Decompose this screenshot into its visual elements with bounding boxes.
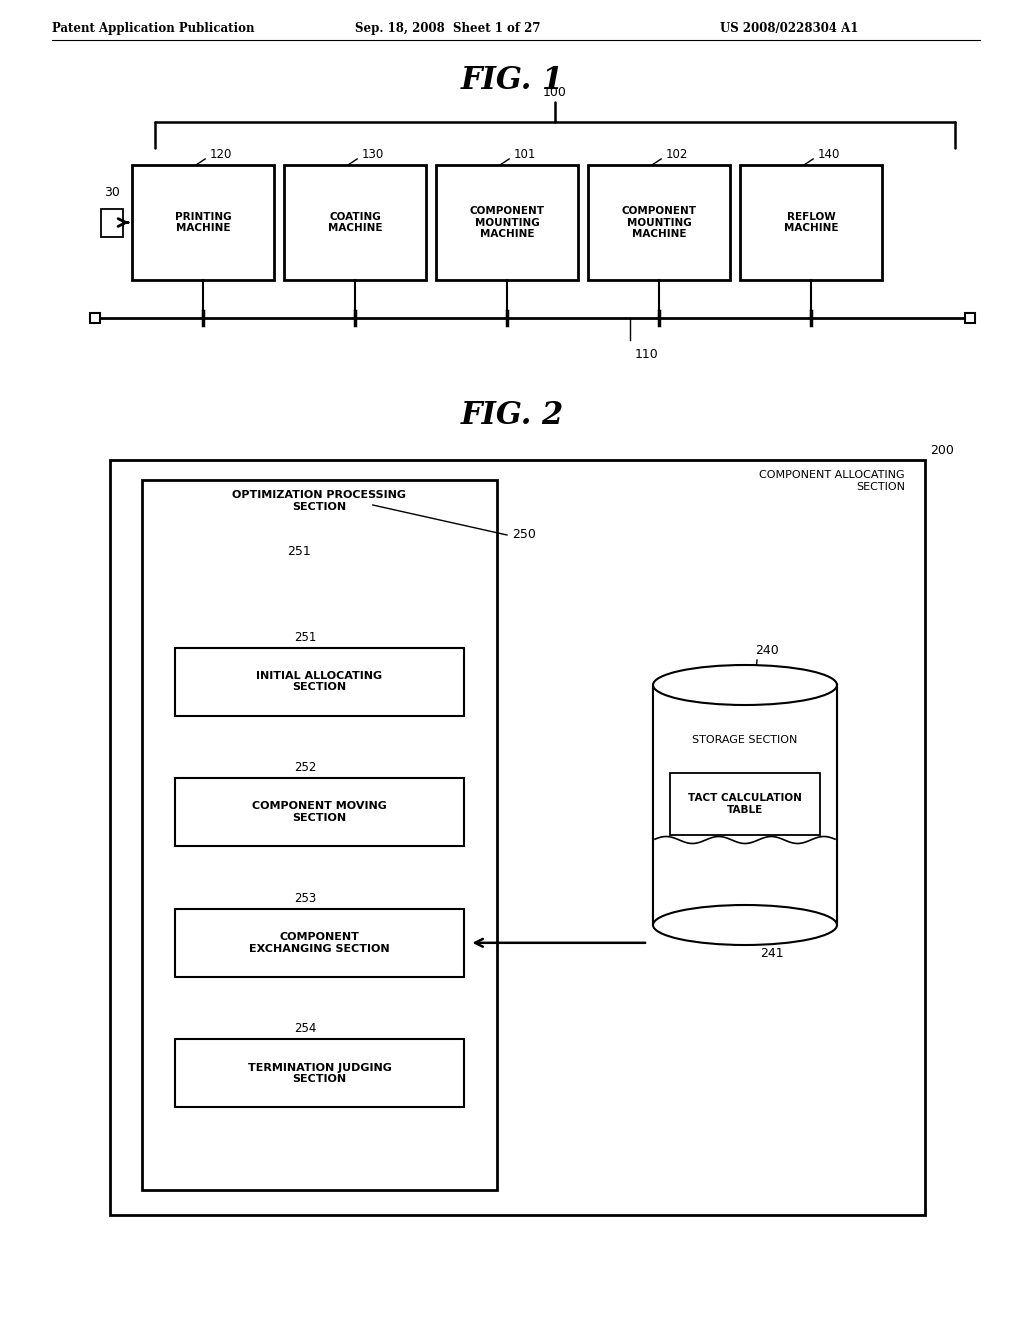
Text: 251: 251 xyxy=(288,545,311,558)
Text: US 2008/0228304 A1: US 2008/0228304 A1 xyxy=(720,22,858,36)
FancyBboxPatch shape xyxy=(132,165,274,280)
Text: PRINTING
MACHINE: PRINTING MACHINE xyxy=(175,211,231,234)
FancyBboxPatch shape xyxy=(740,165,882,280)
Text: 251: 251 xyxy=(294,631,316,644)
Text: 101: 101 xyxy=(514,148,537,161)
Text: 240: 240 xyxy=(755,644,778,657)
Text: 200: 200 xyxy=(930,444,954,457)
Text: 30: 30 xyxy=(104,186,120,198)
Text: Patent Application Publication: Patent Application Publication xyxy=(52,22,255,36)
Text: 120: 120 xyxy=(210,148,232,161)
Text: COMPONENT
MOUNTING
MACHINE: COMPONENT MOUNTING MACHINE xyxy=(622,206,696,239)
Ellipse shape xyxy=(653,906,837,945)
Text: FIG. 1: FIG. 1 xyxy=(461,65,563,96)
Text: INITIAL ALLOCATING
SECTION: INITIAL ALLOCATING SECTION xyxy=(256,671,383,693)
Text: 241: 241 xyxy=(760,946,783,960)
Text: COMPONENT
EXCHANGING SECTION: COMPONENT EXCHANGING SECTION xyxy=(249,932,390,953)
FancyBboxPatch shape xyxy=(436,165,578,280)
Text: STORAGE SECTION: STORAGE SECTION xyxy=(692,735,798,744)
Text: FIG. 2: FIG. 2 xyxy=(461,400,563,432)
Text: 140: 140 xyxy=(818,148,841,161)
FancyBboxPatch shape xyxy=(653,685,837,925)
FancyBboxPatch shape xyxy=(284,165,426,280)
Text: COMPONENT ALLOCATING
SECTION: COMPONENT ALLOCATING SECTION xyxy=(760,470,905,491)
Text: 130: 130 xyxy=(362,148,384,161)
FancyBboxPatch shape xyxy=(110,459,925,1214)
FancyBboxPatch shape xyxy=(142,480,497,1191)
Text: 250: 250 xyxy=(512,528,536,541)
Text: COMPONENT MOVING
SECTION: COMPONENT MOVING SECTION xyxy=(252,801,387,822)
FancyBboxPatch shape xyxy=(588,165,730,280)
Text: OPTIMIZATION PROCESSING
SECTION: OPTIMIZATION PROCESSING SECTION xyxy=(232,490,407,512)
FancyBboxPatch shape xyxy=(670,774,820,836)
FancyBboxPatch shape xyxy=(174,1039,465,1107)
Text: TACT CALCULATION
TABLE: TACT CALCULATION TABLE xyxy=(688,793,802,814)
Text: COMPONENT
MOUNTING
MACHINE: COMPONENT MOUNTING MACHINE xyxy=(469,206,545,239)
Text: 253: 253 xyxy=(294,892,316,904)
Text: TERMINATION JUDGING
SECTION: TERMINATION JUDGING SECTION xyxy=(248,1063,391,1084)
Ellipse shape xyxy=(653,665,837,705)
FancyBboxPatch shape xyxy=(174,779,465,846)
Text: 100: 100 xyxy=(543,86,567,99)
Text: Sep. 18, 2008  Sheet 1 of 27: Sep. 18, 2008 Sheet 1 of 27 xyxy=(355,22,541,36)
Text: COATING
MACHINE: COATING MACHINE xyxy=(328,211,382,234)
Text: REFLOW
MACHINE: REFLOW MACHINE xyxy=(783,211,839,234)
Text: 110: 110 xyxy=(635,348,658,360)
FancyBboxPatch shape xyxy=(965,313,975,323)
FancyBboxPatch shape xyxy=(90,313,100,323)
FancyBboxPatch shape xyxy=(174,648,465,715)
Text: 102: 102 xyxy=(666,148,688,161)
Text: 254: 254 xyxy=(294,1023,316,1035)
FancyBboxPatch shape xyxy=(101,209,123,236)
FancyBboxPatch shape xyxy=(174,908,465,977)
Text: 252: 252 xyxy=(294,762,316,775)
